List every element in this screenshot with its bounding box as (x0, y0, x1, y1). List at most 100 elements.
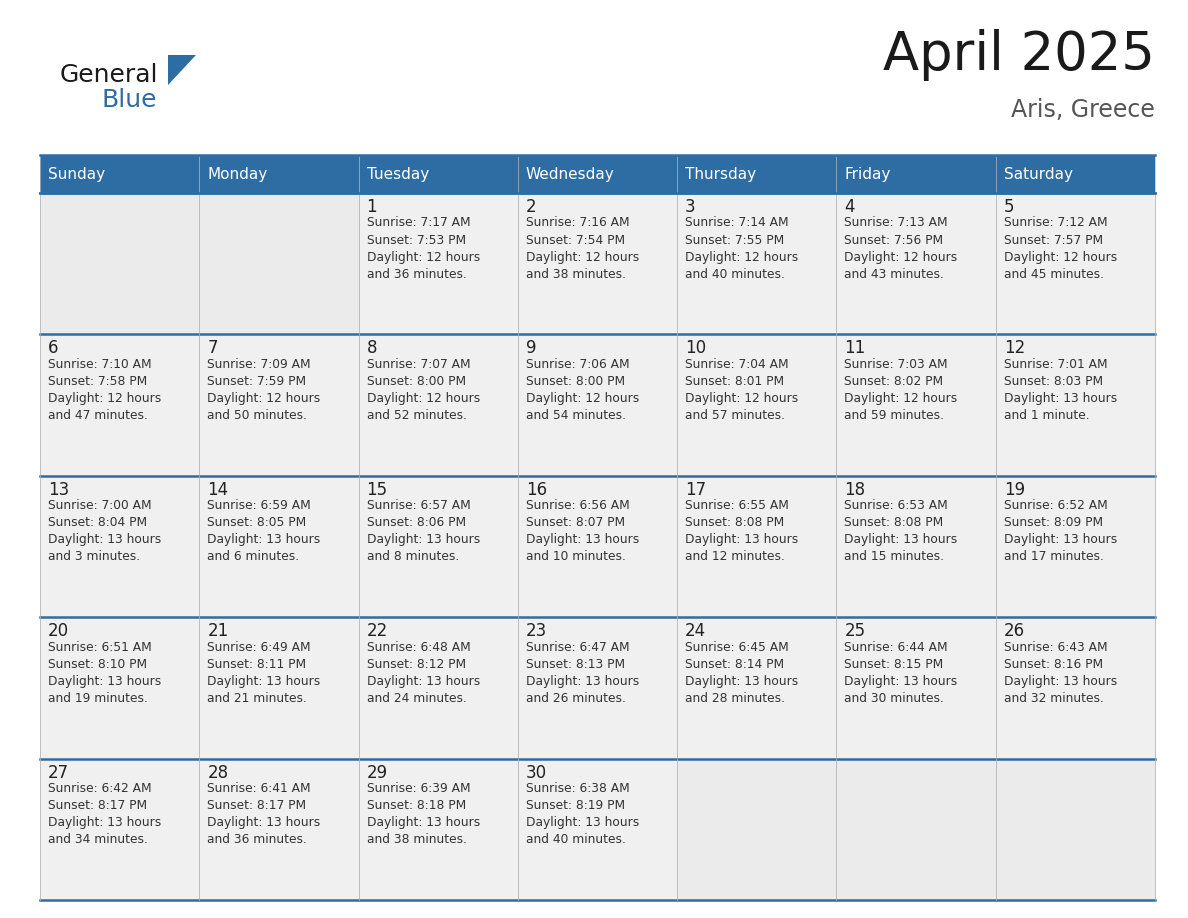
Text: 9: 9 (526, 340, 536, 357)
Text: Daylight: 13 hours: Daylight: 13 hours (1004, 675, 1117, 688)
Text: and 6 minutes.: and 6 minutes. (207, 550, 299, 564)
Text: April 2025: April 2025 (883, 29, 1155, 81)
Text: 23: 23 (526, 622, 548, 640)
Text: Sunrise: 6:38 AM: Sunrise: 6:38 AM (526, 782, 630, 795)
Text: 24: 24 (685, 622, 707, 640)
Text: and 40 minutes.: and 40 minutes. (685, 267, 785, 281)
Bar (359, 334, 518, 476)
Text: Daylight: 12 hours: Daylight: 12 hours (367, 251, 480, 263)
Text: and 3 minutes.: and 3 minutes. (48, 550, 140, 564)
Text: 4: 4 (845, 198, 855, 216)
Text: Daylight: 12 hours: Daylight: 12 hours (526, 392, 639, 405)
Text: Thursday: Thursday (685, 166, 757, 182)
Bar (677, 758, 836, 900)
Text: and 36 minutes.: and 36 minutes. (207, 834, 308, 846)
Bar (996, 617, 1155, 758)
Text: 21: 21 (207, 622, 228, 640)
Bar (996, 476, 1155, 617)
Text: Daylight: 13 hours: Daylight: 13 hours (48, 675, 162, 688)
Text: Daylight: 12 hours: Daylight: 12 hours (367, 392, 480, 405)
Text: Sunset: 8:14 PM: Sunset: 8:14 PM (685, 657, 784, 671)
Text: Sunset: 8:03 PM: Sunset: 8:03 PM (1004, 375, 1102, 388)
Text: Daylight: 12 hours: Daylight: 12 hours (845, 392, 958, 405)
Text: and 34 minutes.: and 34 minutes. (48, 834, 147, 846)
Bar (359, 155, 518, 193)
Text: Sunrise: 7:07 AM: Sunrise: 7:07 AM (367, 358, 470, 371)
Bar (677, 155, 836, 193)
Bar (836, 476, 996, 617)
Text: and 1 minute.: and 1 minute. (1004, 409, 1089, 422)
Text: Sunrise: 6:53 AM: Sunrise: 6:53 AM (845, 499, 948, 512)
Text: Sunset: 8:08 PM: Sunset: 8:08 PM (845, 516, 943, 530)
Text: Daylight: 12 hours: Daylight: 12 hours (48, 392, 162, 405)
Text: Sunset: 8:16 PM: Sunset: 8:16 PM (1004, 657, 1102, 671)
Text: Sunrise: 7:06 AM: Sunrise: 7:06 AM (526, 358, 630, 371)
Text: Sunday: Sunday (48, 166, 105, 182)
Text: Sunrise: 6:45 AM: Sunrise: 6:45 AM (685, 641, 789, 654)
Text: and 59 minutes.: and 59 minutes. (845, 409, 944, 422)
Text: Daylight: 13 hours: Daylight: 13 hours (526, 533, 639, 546)
Bar (518, 476, 677, 617)
Text: Daylight: 13 hours: Daylight: 13 hours (48, 533, 162, 546)
Text: and 15 minutes.: and 15 minutes. (845, 550, 944, 564)
Text: Sunrise: 6:43 AM: Sunrise: 6:43 AM (1004, 641, 1107, 654)
Text: 22: 22 (367, 622, 387, 640)
Text: 16: 16 (526, 481, 546, 498)
Text: Daylight: 13 hours: Daylight: 13 hours (685, 533, 798, 546)
Text: 6: 6 (48, 340, 58, 357)
Bar (518, 193, 677, 334)
Bar (996, 155, 1155, 193)
Bar (996, 193, 1155, 334)
Text: Sunrise: 7:13 AM: Sunrise: 7:13 AM (845, 217, 948, 230)
Text: Sunrise: 7:04 AM: Sunrise: 7:04 AM (685, 358, 789, 371)
Bar (200, 334, 359, 476)
Bar (518, 155, 677, 193)
Text: and 8 minutes.: and 8 minutes. (367, 550, 459, 564)
Text: and 47 minutes.: and 47 minutes. (48, 409, 147, 422)
Text: Sunset: 7:53 PM: Sunset: 7:53 PM (367, 233, 466, 247)
Bar (40, 193, 200, 334)
Text: Sunset: 8:00 PM: Sunset: 8:00 PM (526, 375, 625, 388)
Text: Sunset: 7:59 PM: Sunset: 7:59 PM (207, 375, 307, 388)
Text: and 32 minutes.: and 32 minutes. (1004, 691, 1104, 705)
Text: 17: 17 (685, 481, 707, 498)
Text: Sunrise: 7:12 AM: Sunrise: 7:12 AM (1004, 217, 1107, 230)
Text: Daylight: 13 hours: Daylight: 13 hours (526, 816, 639, 829)
Bar (359, 476, 518, 617)
Bar (677, 476, 836, 617)
Text: 29: 29 (367, 764, 387, 781)
Text: 12: 12 (1004, 340, 1025, 357)
Text: Sunrise: 6:57 AM: Sunrise: 6:57 AM (367, 499, 470, 512)
Text: Daylight: 13 hours: Daylight: 13 hours (207, 816, 321, 829)
Text: Daylight: 13 hours: Daylight: 13 hours (367, 816, 480, 829)
Bar (836, 193, 996, 334)
Text: and 36 minutes.: and 36 minutes. (367, 267, 467, 281)
Text: 14: 14 (207, 481, 228, 498)
Text: 20: 20 (48, 622, 69, 640)
Bar (518, 617, 677, 758)
Bar (836, 617, 996, 758)
Text: Daylight: 12 hours: Daylight: 12 hours (685, 251, 798, 263)
Text: Daylight: 13 hours: Daylight: 13 hours (845, 675, 958, 688)
Text: Sunrise: 6:44 AM: Sunrise: 6:44 AM (845, 641, 948, 654)
Text: and 50 minutes.: and 50 minutes. (207, 409, 308, 422)
Text: and 54 minutes.: and 54 minutes. (526, 409, 626, 422)
Text: General: General (61, 63, 158, 87)
Text: Sunset: 8:12 PM: Sunset: 8:12 PM (367, 657, 466, 671)
Bar (200, 758, 359, 900)
Text: Sunset: 8:11 PM: Sunset: 8:11 PM (207, 657, 307, 671)
Text: Sunset: 8:09 PM: Sunset: 8:09 PM (1004, 516, 1102, 530)
Text: 7: 7 (207, 340, 217, 357)
Text: and 10 minutes.: and 10 minutes. (526, 550, 626, 564)
Polygon shape (168, 55, 196, 85)
Text: 28: 28 (207, 764, 228, 781)
Text: and 57 minutes.: and 57 minutes. (685, 409, 785, 422)
Bar (836, 758, 996, 900)
Bar (40, 758, 200, 900)
Text: Daylight: 13 hours: Daylight: 13 hours (845, 533, 958, 546)
Text: Sunset: 8:07 PM: Sunset: 8:07 PM (526, 516, 625, 530)
Text: and 17 minutes.: and 17 minutes. (1004, 550, 1104, 564)
Text: Sunrise: 7:00 AM: Sunrise: 7:00 AM (48, 499, 152, 512)
Text: Sunset: 7:57 PM: Sunset: 7:57 PM (1004, 233, 1102, 247)
Text: Daylight: 12 hours: Daylight: 12 hours (207, 392, 321, 405)
